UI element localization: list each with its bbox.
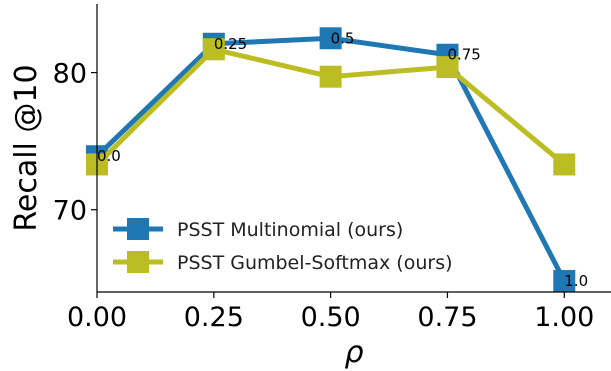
data-label: 0.25 <box>214 35 247 53</box>
x-tick-label: 0.00 <box>67 302 127 333</box>
x-tick-label: 0.50 <box>301 302 361 333</box>
x-tick-label: 1.00 <box>534 302 594 333</box>
legend-marker <box>127 218 149 240</box>
legend-marker <box>127 251 149 273</box>
legend-label: PSST Multinomial (ours) <box>177 219 403 241</box>
y-tick-label: 80 <box>53 59 87 90</box>
y-axis-title: Recall @10 <box>9 64 44 231</box>
x-tick-label: 0.25 <box>184 302 244 333</box>
plot-area: 0.0 0.25 0.5 0.75 1.0 <box>86 27 588 293</box>
data-label: 0.75 <box>447 46 480 64</box>
x-axis-title: ρ <box>344 335 363 370</box>
axes <box>96 4 611 293</box>
data-label: 0.0 <box>97 147 121 165</box>
legend: PSST Multinomial (ours) PSST Gumbel-Softm… <box>113 218 453 274</box>
data-label: 0.5 <box>331 29 355 47</box>
x-tick-label: 0.75 <box>417 302 477 333</box>
data-point <box>202 38 225 61</box>
data-point <box>553 153 576 176</box>
data-point <box>436 56 459 79</box>
data-point <box>319 27 342 50</box>
ticks: 0.00 0.25 0.50 0.75 1.00 70 80 <box>53 59 595 333</box>
data-point <box>553 270 576 293</box>
data-label: 1.0 <box>564 272 588 290</box>
data-point <box>319 65 342 88</box>
y-tick-label: 70 <box>53 196 87 227</box>
legend-label: PSST Gumbel-Softmax (ours) <box>177 252 453 274</box>
